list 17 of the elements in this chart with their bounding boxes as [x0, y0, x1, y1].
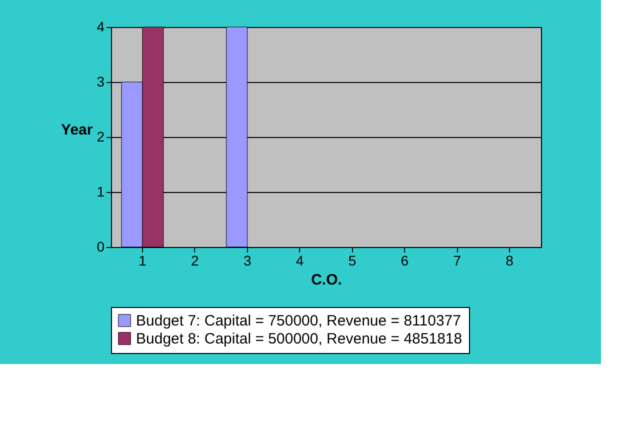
y-tick-label: 0: [96, 238, 105, 254]
x-tick-label: 7: [453, 252, 462, 268]
y-tick-label: 1: [96, 184, 105, 200]
x-tick-label: 5: [348, 252, 356, 268]
y-tick-label: 3: [96, 74, 105, 90]
y-axis-title: Year: [61, 122, 93, 138]
y-tick-label: 2: [96, 128, 105, 144]
x-axis-title: C.O.: [311, 272, 342, 288]
x-tick-label: 8: [506, 252, 514, 268]
legend-label: Budget 8: Capital = 500000, Revenue = 4851818: [136, 330, 462, 348]
x-tick-label: 4: [296, 252, 304, 268]
legend-label: Budget 7: Capital = 750000, Revenue = 8110377: [136, 312, 461, 330]
x-tick-label: 1: [138, 252, 147, 268]
x-tick-label: 3: [243, 252, 252, 268]
x-tick-label: 6: [400, 252, 409, 268]
y-tick-label: 4: [96, 18, 105, 34]
x-tick-label: 2: [191, 252, 200, 268]
